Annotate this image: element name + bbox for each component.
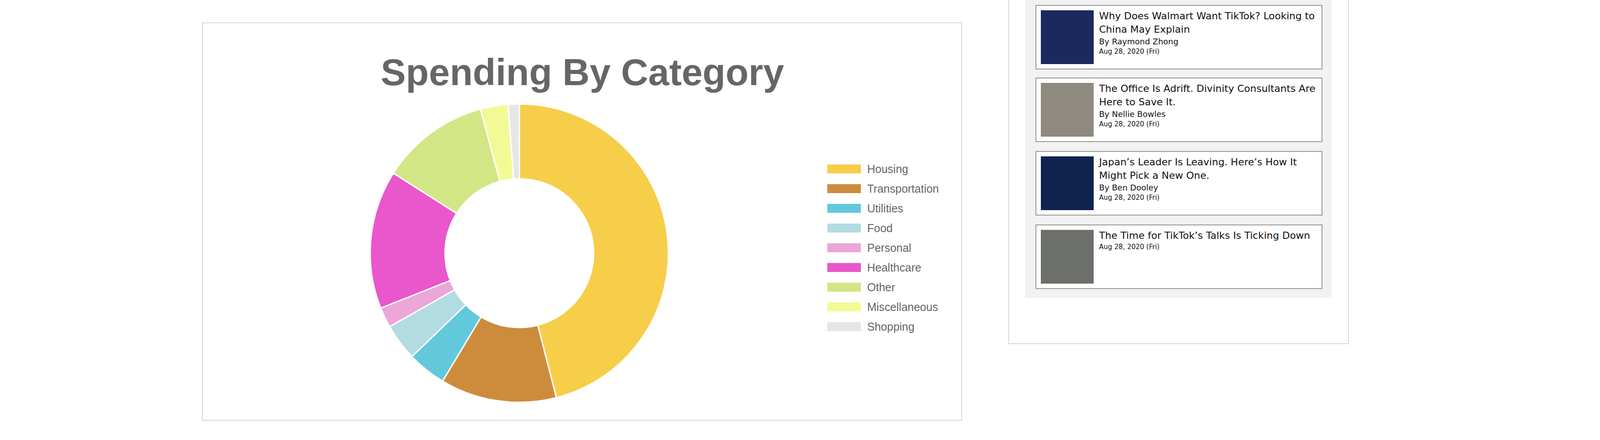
article-date: Aug 28, 2020 (Fri) (1099, 47, 1318, 56)
legend-swatch (827, 243, 861, 253)
legend-label: Utilities (867, 201, 904, 215)
article-card[interactable]: Japan’s Leader Is Leaving. Here’s How It… (1035, 150, 1323, 216)
article-thumbnail[interactable] (1040, 82, 1094, 137)
legend-item: Healthcare (827, 260, 922, 274)
article-text: The Time for TikTok’s Talks Is Ticking D… (1099, 228, 1318, 252)
article-text: Japan’s Leader Is Leaving. Here’s How It… (1099, 155, 1318, 202)
legend-item: Miscellaneous (827, 300, 938, 313)
article-author: By Ben Dooley (1099, 182, 1318, 193)
legend-swatch (827, 321, 861, 331)
article-thumbnail[interactable] (1040, 10, 1094, 65)
article-card[interactable]: The Office Is Adrift. Divinity Consultan… (1035, 77, 1323, 142)
article-card[interactable]: Why Does Walmart Want TikTok? Looking to… (1035, 4, 1323, 70)
article-card[interactable]: The Time for TikTok’s Talks Is Ticking D… (1035, 224, 1323, 289)
slice (508, 103, 520, 179)
article-thumbnail[interactable] (1040, 229, 1094, 284)
legend-swatch (827, 164, 861, 174)
legend-swatch (827, 262, 861, 272)
legend-swatch (827, 183, 861, 193)
article-title[interactable]: The Office Is Adrift. Divinity Consultan… (1099, 81, 1318, 109)
article-title[interactable]: The Time for TikTok’s Talks Is Ticking D… (1099, 228, 1318, 243)
legend-label: Shopping (867, 320, 915, 333)
article-date: Aug 28, 2020 (Fri) (1099, 119, 1318, 129)
article-date: Aug 28, 2020 (Fri) (1099, 192, 1318, 202)
chart-frame: Spending By Category Housing Transportatio… (201, 22, 963, 421)
chart-svg: Spending By Category Housing Transportatio… (202, 23, 962, 420)
article-text: Why Does Walmart Want TikTok? Looking to… (1099, 9, 1318, 56)
legend-item: Other (827, 280, 896, 294)
legend-item: Shopping (827, 320, 915, 333)
article-text: The Office Is Adrift. Divinity Consultan… (1099, 81, 1318, 129)
legend-label: Other (867, 280, 896, 294)
article-thumbnail[interactable] (1040, 156, 1094, 210)
article-author: By Nellie Bowles (1099, 108, 1318, 120)
chart-title: Spending By Category (380, 51, 785, 94)
legend-swatch (827, 302, 861, 312)
legend-swatch (827, 282, 861, 292)
slices (370, 103, 669, 403)
article-date: Aug 28, 2020 (Fri) (1099, 242, 1318, 252)
legend-item: Housing (827, 162, 909, 176)
article-title[interactable]: Japan’s Leader Is Leaving. Here’s How It… (1099, 155, 1318, 183)
legend-item: Utilities (827, 201, 904, 215)
legend-swatch (827, 223, 861, 233)
legend-label: Transportation (867, 182, 939, 195)
legend-label: Healthcare (867, 260, 922, 274)
sidebar-panel: Why Does Walmart Want TikTok? Looking to… (1025, 0, 1332, 298)
article-title[interactable]: Why Does Walmart Want TikTok? Looking to… (1099, 9, 1318, 37)
legend-label: Personal (867, 241, 912, 254)
article-author: By Raymond Zhong (1099, 36, 1318, 48)
legend-item: Food (827, 221, 893, 235)
legend: Housing Transportation Utilities Food Person… (827, 162, 939, 333)
legend-item: Transportation (827, 182, 939, 195)
legend-swatch (827, 203, 861, 213)
legend-label: Housing (867, 162, 909, 176)
legend-label: Food (867, 221, 893, 235)
legend-item: Personal (827, 241, 912, 254)
legend-label: Miscellaneous (867, 300, 938, 313)
